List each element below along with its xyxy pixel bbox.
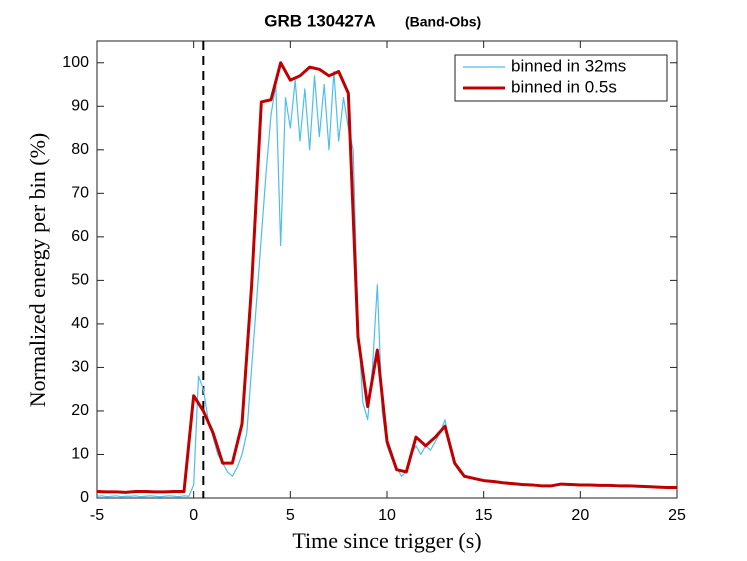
y-tick-label: 20 (71, 402, 89, 419)
x-tick-label: 5 (286, 507, 295, 524)
y-tick-label: 10 (71, 446, 89, 463)
y-tick-label: 70 (71, 185, 89, 202)
x-axis-label: Time since trigger (s) (292, 528, 481, 553)
y-axis-label: Normalized energy per bin (%) (25, 133, 50, 407)
y-tick-label: 60 (71, 228, 89, 245)
y-tick-label: 100 (62, 54, 89, 71)
legend-label: binned in 32ms (511, 56, 626, 75)
x-tick-label: -5 (90, 507, 104, 524)
chart-title: GRB 130427A (264, 11, 376, 30)
x-tick-label: 20 (571, 507, 589, 524)
y-tick-label: 40 (71, 315, 89, 332)
x-tick-label: 15 (475, 507, 493, 524)
chart-subtitle: (Band-Obs) (405, 14, 481, 30)
y-tick-label: 30 (71, 359, 89, 376)
x-tick-label: 10 (378, 507, 396, 524)
legend-box (454, 54, 668, 102)
x-tick-label: 25 (668, 507, 686, 524)
x-tick-label: 0 (189, 507, 198, 524)
y-tick-label: 80 (71, 141, 89, 158)
legend-label: binned in 0.5s (511, 77, 617, 96)
y-tick-label: 50 (71, 272, 89, 289)
data-line (96, 61, 677, 494)
y-tick-label: 0 (80, 489, 89, 506)
y-tick-label: 90 (71, 98, 89, 115)
